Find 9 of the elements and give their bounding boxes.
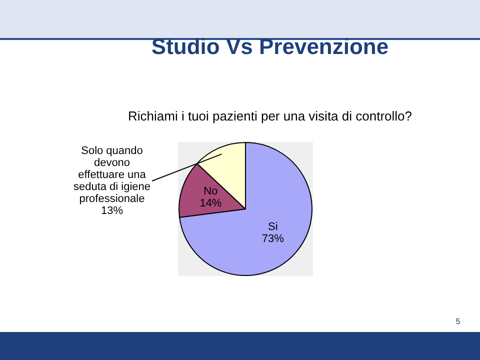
chart-title: Studio Vs Prevenzione [151, 34, 389, 60]
chart-subtitle: Richiami i tuoi pazienti per una visita di controllo? [128, 108, 412, 124]
slice-label: No [204, 186, 218, 198]
slice-label: Si [268, 221, 278, 234]
data-label: 13% [100, 205, 124, 218]
slice-label: Solo quando devono effettuare una seduta di igiene professionale [73, 145, 151, 206]
data-label: 14% [200, 198, 222, 210]
text: 5 [456, 317, 461, 326]
data-label: 73% [262, 233, 284, 246]
